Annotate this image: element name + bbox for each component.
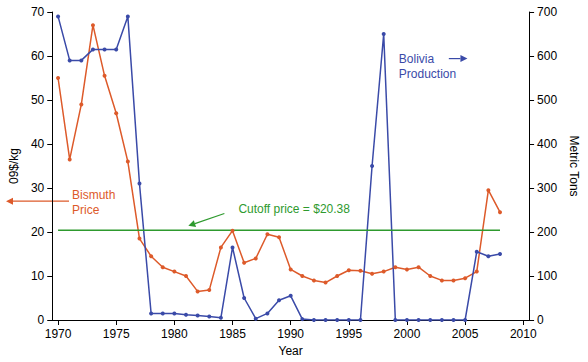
svg-text:300: 300 [537, 181, 557, 195]
svg-text:60: 60 [31, 49, 45, 63]
svg-text:500: 500 [537, 93, 557, 107]
svg-text:2005: 2005 [452, 327, 479, 341]
svg-text:40: 40 [31, 137, 45, 151]
svg-text:Year: Year [279, 344, 303, 358]
svg-text:1980: 1980 [161, 327, 188, 341]
svg-text:2010: 2010 [510, 327, 537, 341]
svg-text:Metric Tons: Metric Tons [567, 135, 581, 196]
svg-text:Bismuth: Bismuth [72, 188, 119, 202]
svg-text:1985: 1985 [219, 327, 246, 341]
svg-text:30: 30 [31, 181, 45, 195]
svg-text:1995: 1995 [335, 327, 362, 341]
svg-text:70: 70 [31, 5, 45, 19]
svg-text:Price: Price [72, 203, 100, 217]
svg-text:1970: 1970 [45, 327, 72, 341]
svg-text:2000: 2000 [394, 327, 421, 341]
svg-text:10: 10 [31, 269, 45, 283]
svg-text:0: 0 [38, 313, 45, 327]
svg-text:Bolivia: Bolivia [399, 52, 438, 66]
svg-text:100: 100 [537, 269, 557, 283]
svg-text:Cutoff price = $20.38: Cutoff price = $20.38 [238, 202, 350, 216]
svg-text:600: 600 [537, 49, 557, 63]
svg-text:20: 20 [31, 225, 45, 239]
svg-text:700: 700 [537, 5, 557, 19]
svg-text:400: 400 [537, 137, 557, 151]
svg-text:50: 50 [31, 93, 45, 107]
svg-text:Production: Production [399, 67, 456, 81]
svg-text:0: 0 [537, 313, 544, 327]
svg-text:200: 200 [537, 225, 557, 239]
svg-text:09$/kg: 09$/kg [7, 148, 21, 184]
svg-text:1990: 1990 [277, 327, 304, 341]
svg-text:1975: 1975 [103, 327, 130, 341]
